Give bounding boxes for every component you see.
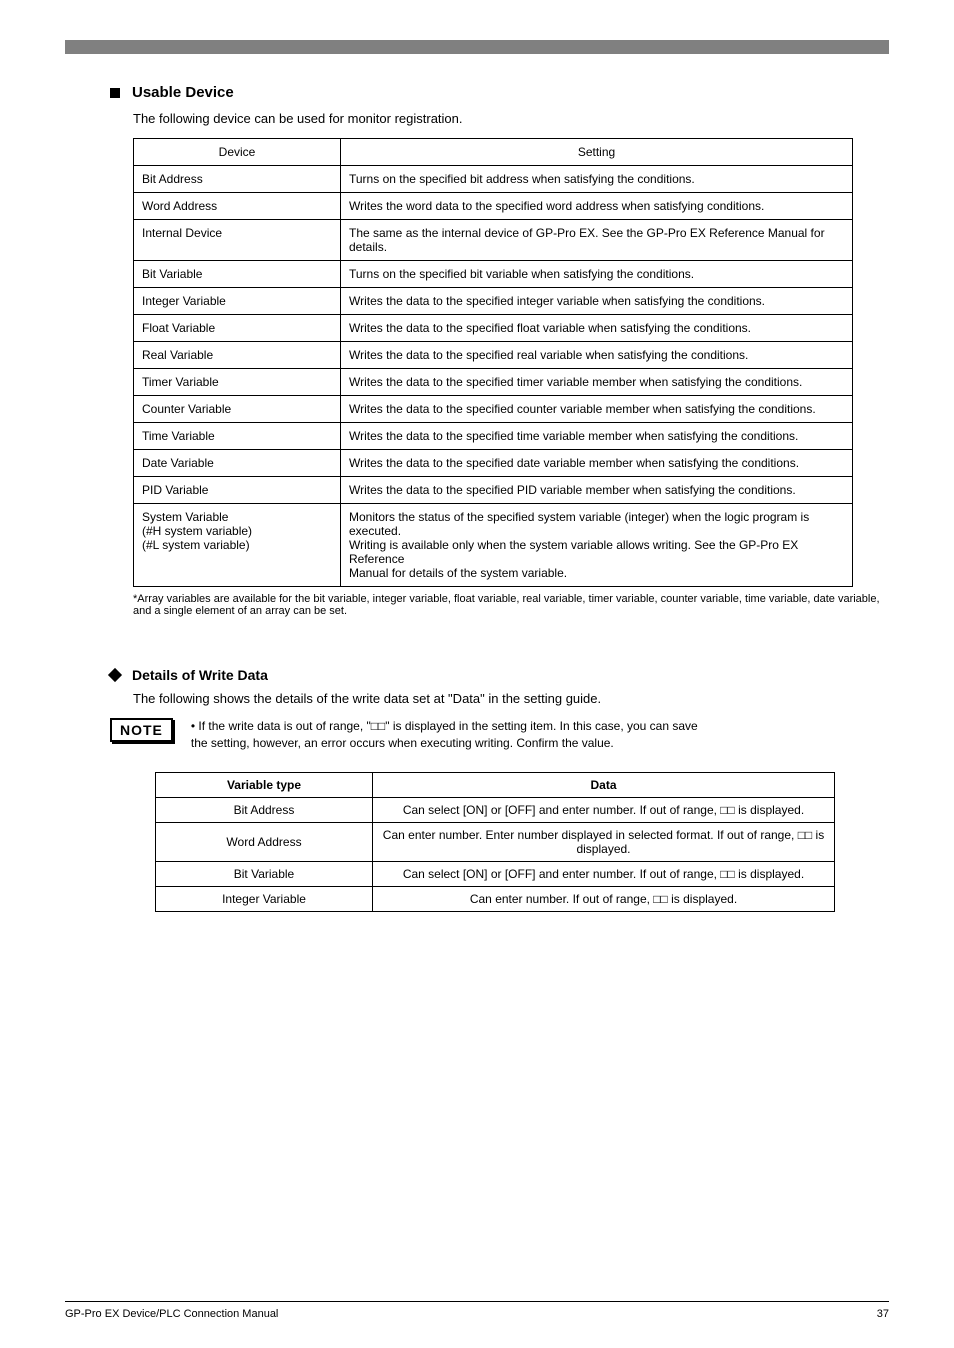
cell-setting: Writes the data to the specified counter… <box>341 396 853 423</box>
col-data: Data <box>373 772 835 797</box>
col-var-type: Variable type <box>156 772 373 797</box>
cell-var-type: Bit Variable <box>156 861 373 886</box>
table-row: Word Address Writes the word data to the… <box>134 193 853 220</box>
cell-device: PID Variable <box>134 477 341 504</box>
cell-setting: Monitors the status of the specified sys… <box>341 504 853 587</box>
table-row: Float Variable Writes the data to the sp… <box>134 315 853 342</box>
footnote-text: *Array variables are available for the b… <box>133 593 889 617</box>
cell-device: Integer Variable <box>134 288 341 315</box>
subsection-title: Details of Write Data <box>132 667 268 683</box>
note-label: NOTE <box>110 718 173 742</box>
write-data-table: Variable type Data Bit Address Can selec… <box>155 772 835 912</box>
cell-device: Real Variable <box>134 342 341 369</box>
table-row: Word Address Can enter number. Enter num… <box>156 822 835 861</box>
note-block: NOTE • If the write data is out of range… <box>110 718 889 752</box>
footer-left: GP-Pro EX Device/PLC Connection Manual <box>65 1308 278 1320</box>
table-row: Bit Variable Can select [ON] or [OFF] an… <box>156 861 835 886</box>
table-row: Internal Device The same as the internal… <box>134 220 853 261</box>
cell-device: Bit Variable <box>134 261 341 288</box>
table-row: Counter Variable Writes the data to the … <box>134 396 853 423</box>
square-bullet-icon <box>110 88 120 98</box>
cell-setting: Writes the word data to the specified wo… <box>341 193 853 220</box>
cell-data: Can select [ON] or [OFF] and enter numbe… <box>373 797 835 822</box>
cell-setting: Writes the data to the specified date va… <box>341 450 853 477</box>
cell-setting: Writes the data to the specified float v… <box>341 315 853 342</box>
cell-device: Time Variable <box>134 423 341 450</box>
table-row: Timer Variable Writes the data to the sp… <box>134 369 853 396</box>
section-heading: Usable Device <box>110 84 889 101</box>
table-row: Time Variable Writes the data to the spe… <box>134 423 853 450</box>
table-row: PID Variable Writes the data to the spec… <box>134 477 853 504</box>
cell-device: Timer Variable <box>134 369 341 396</box>
section-title: Usable Device <box>132 84 234 101</box>
cell-var-type: Integer Variable <box>156 886 373 911</box>
table-row: Bit Address Can select [ON] or [OFF] and… <box>156 797 835 822</box>
header-rule <box>65 40 889 54</box>
table-row: Bit Address Turns on the specified bit a… <box>134 166 853 193</box>
table-header-row: Device Setting <box>134 139 853 166</box>
cell-data: Can enter number. Enter number displayed… <box>373 822 835 861</box>
diamond-bullet-icon <box>108 668 122 682</box>
subsection-intro: The following shows the details of the w… <box>133 691 889 706</box>
cell-device: System Variable (#H system variable) (#L… <box>134 504 341 587</box>
cell-device: Bit Address <box>134 166 341 193</box>
cell-data: Can enter number. If out of range, □□ is… <box>373 886 835 911</box>
cell-var-type: Word Address <box>156 822 373 861</box>
page-footer: GP-Pro EX Device/PLC Connection Manual 3… <box>65 1301 889 1320</box>
table-row: Integer Variable Can enter number. If ou… <box>156 886 835 911</box>
subsection-heading: Details of Write Data <box>110 667 889 683</box>
cell-setting: Writes the data to the specified time va… <box>341 423 853 450</box>
cell-device: Internal Device <box>134 220 341 261</box>
footer-right: 37 <box>877 1308 889 1320</box>
cell-var-type: Bit Address <box>156 797 373 822</box>
table-row: Date Variable Writes the data to the spe… <box>134 450 853 477</box>
cell-setting: Writes the data to the specified integer… <box>341 288 853 315</box>
cell-setting: Turns on the specified bit address when … <box>341 166 853 193</box>
section-intro: The following device can be used for mon… <box>133 111 889 126</box>
cell-device: Counter Variable <box>134 396 341 423</box>
table-header-row: Variable type Data <box>156 772 835 797</box>
note-text: • If the write data is out of range, "□□… <box>191 718 698 752</box>
cell-setting: Writes the data to the specified real va… <box>341 342 853 369</box>
usable-device-table: Device Setting Bit Address Turns on the … <box>133 138 853 587</box>
cell-device: Word Address <box>134 193 341 220</box>
col-device: Device <box>134 139 341 166</box>
table-row: Integer Variable Writes the data to the … <box>134 288 853 315</box>
cell-setting: Writes the data to the specified timer v… <box>341 369 853 396</box>
cell-data: Can select [ON] or [OFF] and enter numbe… <box>373 861 835 886</box>
cell-setting: Writes the data to the specified PID var… <box>341 477 853 504</box>
cell-device: Float Variable <box>134 315 341 342</box>
table-row: Bit Variable Turns on the specified bit … <box>134 261 853 288</box>
cell-setting: Turns on the specified bit variable when… <box>341 261 853 288</box>
col-setting: Setting <box>341 139 853 166</box>
cell-device: Date Variable <box>134 450 341 477</box>
page-root: Usable Device The following device can b… <box>0 0 954 1348</box>
cell-setting: The same as the internal device of GP-Pr… <box>341 220 853 261</box>
table-row: System Variable (#H system variable) (#L… <box>134 504 853 587</box>
table-row: Real Variable Writes the data to the spe… <box>134 342 853 369</box>
